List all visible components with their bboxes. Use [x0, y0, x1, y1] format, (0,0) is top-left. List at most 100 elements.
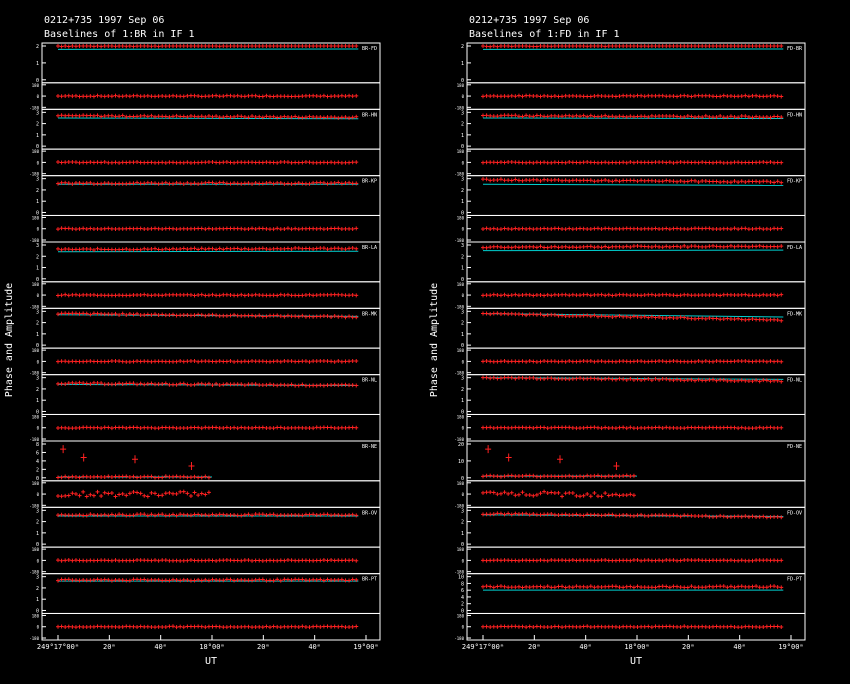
phase-tick-label: 180: [32, 83, 40, 88]
amp-tick-label: 1: [36, 398, 39, 404]
phase-points: [56, 558, 358, 563]
amp-tick-label: 2: [36, 254, 39, 260]
phase-points: [56, 490, 211, 499]
phase-tick-label: 0: [462, 160, 465, 165]
outlier-point: [132, 455, 138, 463]
amp-tick-label: 3: [461, 177, 464, 183]
amp-tick-label: 2: [461, 188, 464, 194]
amplitude-points: [56, 311, 358, 319]
x-tick-label: 20ᵐ: [528, 643, 541, 651]
phase-points: [56, 624, 358, 629]
amplitude-points: [56, 113, 358, 120]
amp-tick-label: 1: [461, 398, 464, 404]
amp-tick-label: 1: [36, 597, 39, 603]
baseline-label: BR-PT: [362, 577, 377, 583]
amp-tick-label: 1: [461, 531, 464, 537]
amp-tick-label: 1: [461, 61, 464, 67]
amp-tick-label: 10: [458, 459, 464, 465]
x-tick-label: 40ᵐ: [733, 643, 746, 651]
baseline-label: BR-NL: [362, 378, 377, 384]
amp-tick-label: 1: [36, 61, 39, 67]
outlier-point: [60, 445, 66, 453]
phase-points: [481, 558, 783, 563]
chart-subtitle: Baselines of 1:FD in IF 1: [469, 29, 620, 40]
chart-subtitle: Baselines of 1:BR in IF 1: [44, 29, 195, 40]
phase-tick-label: 180: [32, 282, 40, 287]
phase-tick-label: 180: [457, 481, 465, 486]
phase-points: [56, 226, 358, 231]
amplitude-points: [481, 473, 636, 478]
x-tick-label: 249°17°00ᵐ: [37, 643, 79, 651]
amp-tick-label: 2: [461, 44, 464, 50]
phase-tick-label: 180: [32, 481, 40, 486]
amp-tick-label: 2: [461, 122, 464, 128]
phase-tick-label: 180: [32, 215, 40, 220]
phase-tick-label: 180: [32, 348, 40, 353]
amplitude-frame: [42, 507, 380, 547]
amplitude-points: [56, 44, 358, 49]
model-amplitude-line: [483, 184, 783, 185]
amp-tick-label: 2: [36, 520, 39, 526]
amplitude-frame: [42, 375, 380, 415]
amp-tick-label: 2: [461, 321, 464, 327]
outlier-point: [506, 454, 512, 462]
phase-points: [481, 293, 783, 298]
amplitude-points: [481, 311, 783, 322]
amplitude-points: [481, 44, 783, 49]
phase-tick-label: 0: [462, 558, 465, 563]
x-tick-label: 19°00ᵐ: [353, 643, 378, 651]
amp-tick-label: 8: [36, 442, 39, 448]
phase-tick-label: 0: [37, 625, 40, 630]
chart-title: 0212+735 1997 Sep 06: [44, 15, 164, 26]
baseline-label: BR-MK: [362, 311, 377, 317]
amp-tick-label: 3: [461, 243, 464, 249]
phase-points: [56, 293, 358, 298]
x-tick-label: 19°00ᵐ: [778, 643, 803, 651]
amplitude-frame: [42, 176, 380, 216]
amp-tick-label: 1: [36, 199, 39, 205]
baseline-label: BR-KP: [362, 179, 377, 185]
x-tick-label: 20ᵐ: [682, 643, 695, 651]
baseline-label: FD-BR: [787, 46, 803, 52]
amp-tick-label: 2: [36, 122, 39, 128]
phase-points: [56, 94, 358, 99]
amplitude-points: [481, 511, 783, 519]
outlier-point: [81, 454, 87, 462]
amplitude-points: [56, 381, 358, 388]
x-tick-label: 20ᵐ: [103, 643, 116, 651]
baseline-label: FD-OV: [787, 510, 802, 516]
phase-points: [481, 490, 636, 499]
amp-tick-label: 3: [461, 376, 464, 382]
phase-tick-label: 0: [37, 426, 40, 431]
amplitude-points: [481, 376, 783, 384]
phase-tick-label: 180: [32, 414, 40, 419]
phase-tick-label: 0: [37, 293, 40, 298]
phase-tick-label: 180: [32, 547, 40, 552]
amplitude-points: [56, 474, 211, 479]
amplitude-frame: [42, 109, 380, 149]
amplitude-frame: [467, 507, 805, 547]
phase-tick-label: -180: [29, 636, 39, 641]
amp-tick-label: 1: [461, 332, 464, 338]
phase-tick-label: -180: [454, 636, 464, 641]
phase-points: [56, 359, 358, 364]
amp-tick-label: 1: [461, 133, 464, 139]
x-axis-label: UT: [205, 656, 217, 667]
baseline-label: BR-FD: [362, 46, 377, 52]
amp-tick-label: 2: [36, 586, 39, 592]
baseline-label: BR-LA: [362, 245, 377, 251]
amplitude-points: [56, 577, 358, 582]
amp-tick-label: 2: [36, 387, 39, 393]
phase-tick-label: 0: [37, 94, 40, 99]
x-tick-label: 40ᵐ: [154, 643, 167, 651]
amp-tick-label: 3: [36, 575, 39, 581]
